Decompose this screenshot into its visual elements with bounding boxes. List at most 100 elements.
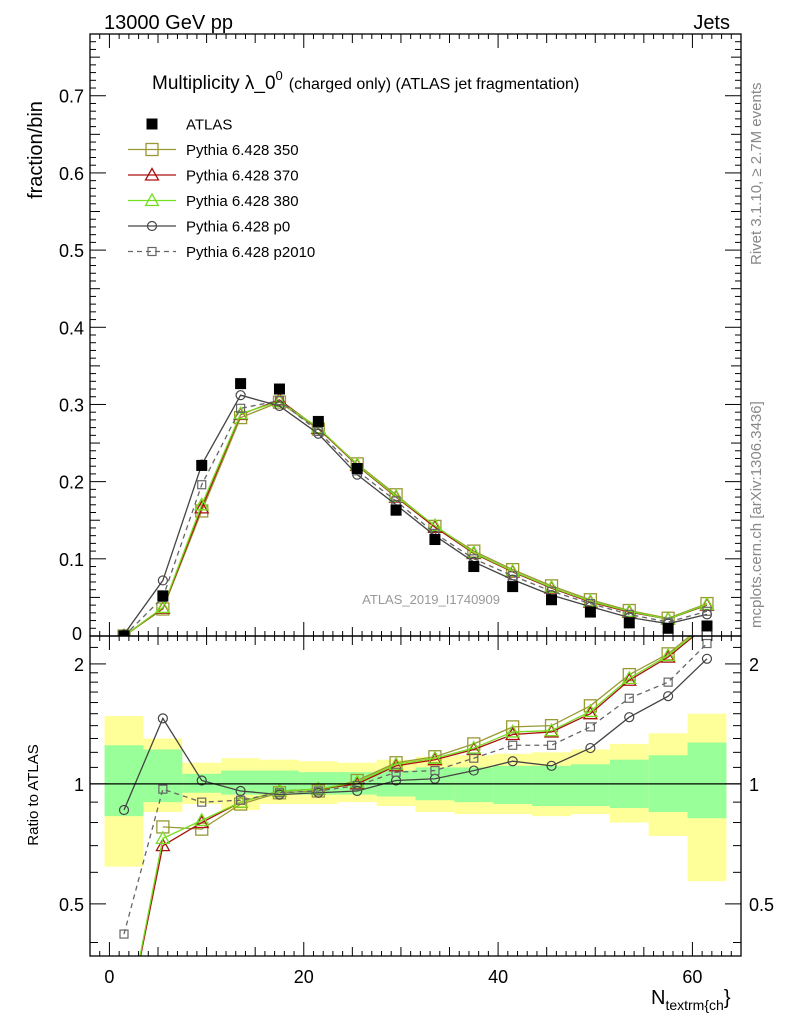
data-point: [155, 599, 171, 614]
ratio-y-tick-label: 2: [74, 655, 84, 675]
header-right: Jets: [693, 12, 730, 34]
data-point: [118, 804, 130, 816]
data-point: [312, 415, 324, 427]
legend-label: Pythia 6.428 380: [186, 193, 299, 210]
ratio-line: [139, 636, 695, 956]
data-point: [194, 496, 210, 511]
chart-title: Multiplicity λ_00 (charged only) (ATLAS j…: [152, 68, 579, 94]
ratio-line: [123, 658, 708, 811]
data-point: [701, 620, 713, 632]
data-point: [466, 740, 482, 754]
data-point: [233, 797, 248, 811]
data-point: [624, 712, 635, 723]
legend-label: Pythia 6.428 350: [186, 142, 299, 159]
data-point: [388, 756, 404, 770]
data-point: [662, 622, 674, 634]
ratio-y-tick-label: 0.5: [59, 895, 84, 915]
data-point: [663, 677, 673, 687]
data-point: [660, 647, 676, 662]
ratio-line: [139, 636, 694, 956]
data-point: [427, 519, 443, 533]
data-point: [145, 142, 159, 157]
x-tick-label: 0: [104, 967, 114, 987]
legend: ATLAS Pythia 6.428 350 Pythia 6.428 370 Pyt…: [128, 117, 315, 261]
data-point: [507, 581, 519, 593]
chart-title-rest: (charged only) (ATLAS jet fragmentation): [289, 76, 580, 93]
data-point: [146, 220, 158, 232]
band-inner-bin: [182, 773, 222, 793]
ratio-y-tick-label-right: 0.5: [749, 895, 774, 915]
data-point: [194, 500, 210, 514]
y-tick-label: 0.6: [59, 164, 84, 184]
data-point: [543, 579, 560, 594]
data-point: [232, 794, 249, 808]
x-tick-label: 60: [682, 967, 702, 987]
legend-label: Pythia 6.428 p2010: [186, 244, 315, 261]
data-point: [271, 783, 288, 797]
band-inner-bin: [493, 765, 533, 805]
ratio-line: [123, 643, 708, 935]
legend-entry: Pythia 6.428 350: [128, 142, 299, 159]
ratio-y-tick-label: 1: [74, 775, 84, 795]
x-axis-label-sub: textrm{ch: [665, 997, 723, 1013]
data-point: [546, 740, 557, 750]
legend-entry: Pythia 6.428 380: [128, 192, 299, 210]
data-point: [663, 691, 674, 702]
data-point: [427, 750, 443, 764]
data-point: [585, 742, 596, 754]
y-axis-label: fraction/bin: [25, 101, 47, 199]
data-point: [144, 192, 160, 207]
data-point: [702, 606, 712, 616]
data-point: [429, 534, 441, 546]
data-point: [352, 785, 363, 797]
y-tick-label-zero: 0: [72, 624, 82, 644]
data-point: [313, 786, 323, 796]
data-point: [274, 788, 285, 798]
data-point: [146, 118, 158, 130]
data-point: [507, 756, 518, 767]
legend-entry: Pythia 6.428 p2010: [128, 244, 315, 261]
data-point: [274, 400, 285, 412]
data-point: [505, 563, 521, 577]
data-point: [505, 724, 521, 738]
data-point: [194, 812, 210, 827]
data-point: [621, 672, 637, 686]
data-point: [157, 713, 168, 724]
data-point: [546, 760, 557, 771]
data-point: [390, 504, 402, 516]
data-point: [582, 703, 599, 718]
data-point: [157, 575, 168, 586]
data-point: [543, 722, 560, 737]
rivet-version-label: Rivet 3.1.10, ≥ 2.7M events: [748, 83, 765, 266]
legend-label: Pythia 6.428 370: [186, 168, 299, 185]
legend-entry: Pythia 6.428 p0: [128, 219, 290, 236]
y-tick-label: 0.7: [59, 87, 84, 107]
y-tick-label: 0.3: [59, 395, 84, 415]
data-point: [155, 830, 171, 845]
data-point: [313, 426, 323, 437]
data-point: [352, 781, 362, 791]
data-point: [236, 403, 246, 413]
data-point: [235, 785, 246, 797]
legend-label: Pythia 6.428 p0: [186, 219, 290, 236]
y-tick-label: 0.4: [59, 318, 84, 338]
data-point: [235, 378, 247, 390]
data-point: [158, 784, 168, 794]
data-point: [546, 594, 558, 606]
series-line: [123, 399, 708, 636]
ratio-y-axis-label: Ratio to ATLAS: [25, 744, 42, 845]
data-point: [468, 765, 479, 776]
x-axis-label-main: N: [651, 987, 665, 1009]
ratio-line: [162, 636, 691, 830]
x-axis-label-tail: }: [724, 987, 731, 1009]
data-point: [623, 617, 635, 629]
x-tick-label: 20: [294, 967, 314, 987]
data-point: [274, 396, 285, 406]
main-panel-series: [117, 378, 715, 636]
series-line: [123, 394, 708, 635]
band-inner-bin: [687, 742, 727, 819]
data-point: [584, 606, 596, 618]
data-point: [310, 781, 326, 795]
data-point: [119, 929, 129, 939]
